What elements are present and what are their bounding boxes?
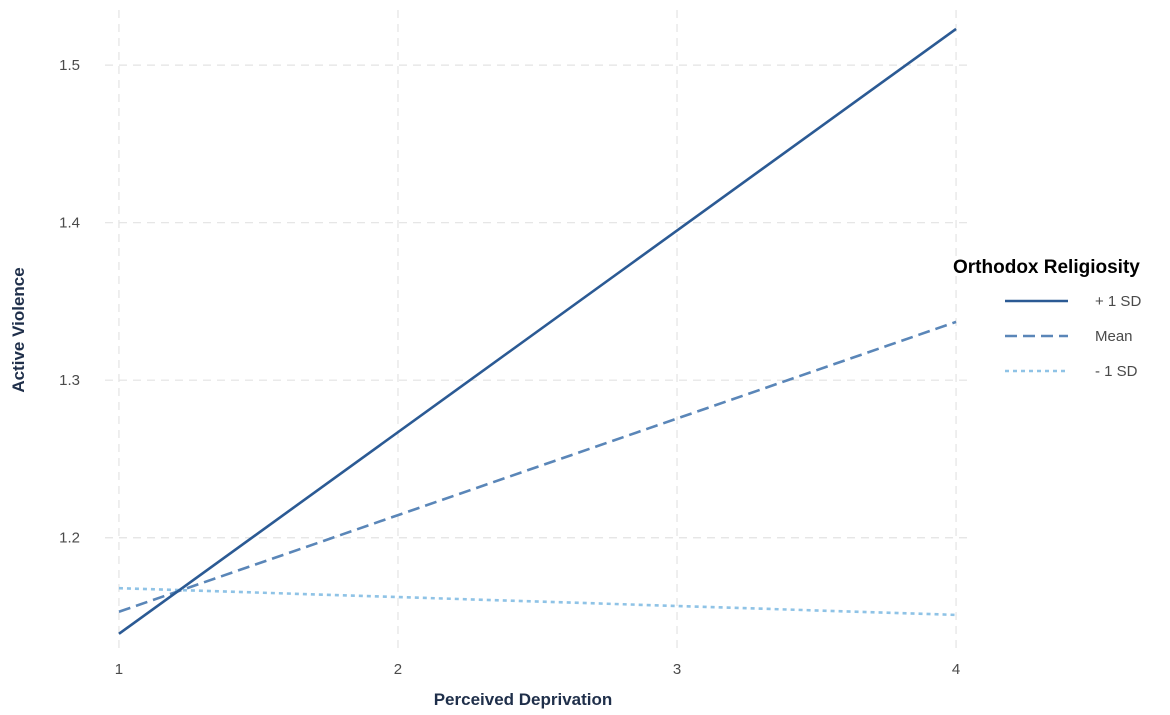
- grid-layer: [105, 10, 970, 648]
- legend: Orthodox Religiosity + 1 SD Mean - 1 SD: [953, 257, 1141, 380]
- y-tick-label: 1.2: [59, 530, 80, 547]
- ticks-layer: 1 2 3 4 1.2 1.3 1.4 1.5: [59, 57, 960, 678]
- x-tick-label: 2: [394, 661, 402, 678]
- legend-title: Orthodox Religiosity: [953, 257, 1140, 278]
- y-axis-title: Active Violence: [9, 267, 28, 392]
- y-tick-label: 1.4: [59, 215, 80, 232]
- legend-label: Mean: [1095, 328, 1133, 345]
- legend-items: + 1 SD Mean - 1 SD: [1005, 293, 1141, 380]
- x-tick-label: 1: [115, 661, 123, 678]
- series-line: [118, 320, 957, 613]
- legend-label: + 1 SD: [1095, 293, 1141, 310]
- series-line: [118, 586, 957, 617]
- x-axis-title: Perceived Deprivation: [434, 690, 613, 709]
- lines-layer: [118, 27, 957, 635]
- x-tick-label: 4: [952, 661, 960, 678]
- x-tick-label: 3: [673, 661, 681, 678]
- y-tick-label: 1.5: [59, 57, 80, 74]
- legend-label: - 1 SD: [1095, 363, 1138, 380]
- y-tick-label: 1.3: [59, 372, 80, 389]
- series-line: [118, 27, 957, 635]
